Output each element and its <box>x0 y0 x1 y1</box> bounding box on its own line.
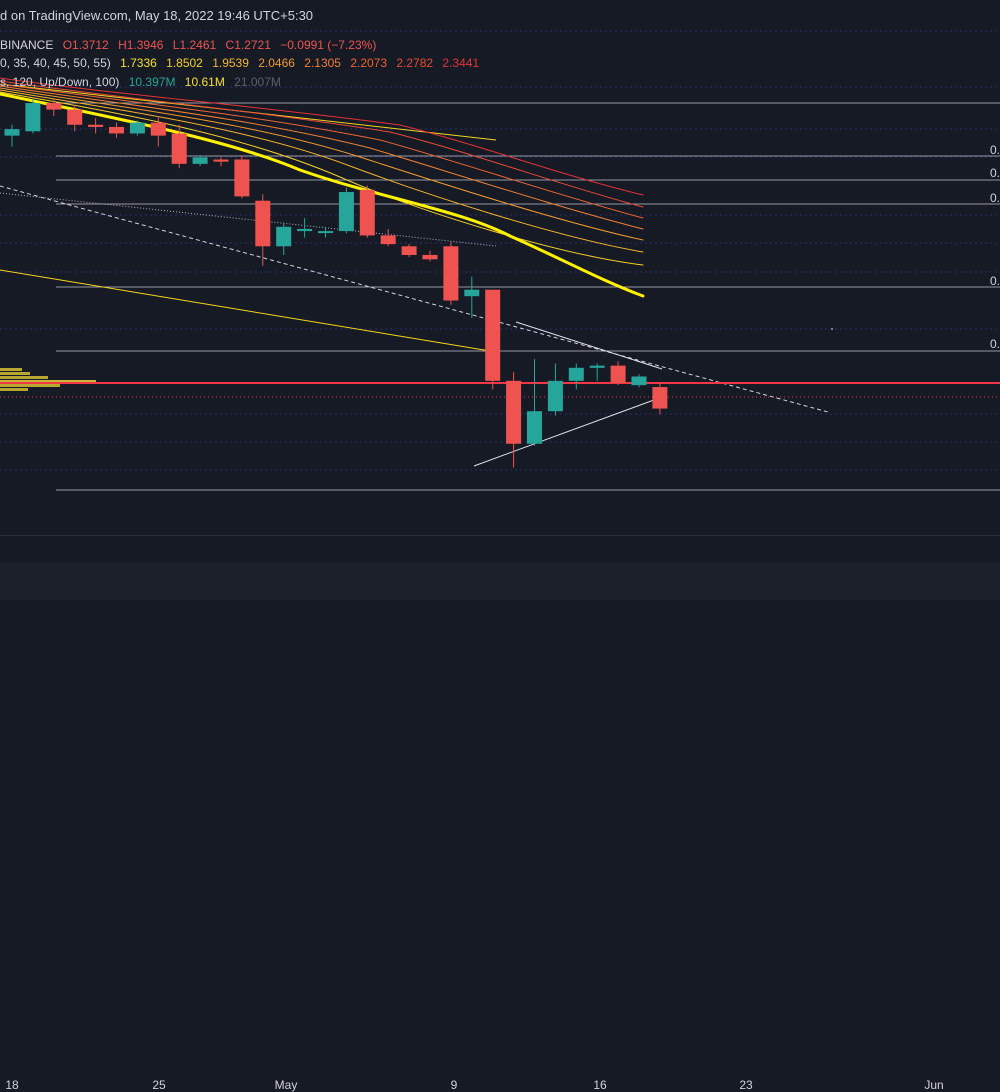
right-price-label: 0. <box>989 191 1000 205</box>
time-tick: May <box>274 1078 298 1092</box>
ema-value-7: 2.2782 <box>396 56 434 70</box>
volume-total: 21.007M <box>234 75 281 89</box>
stray-dot <box>831 328 833 330</box>
candle-up[interactable] <box>589 365 605 368</box>
ema-value-6: 2.2073 <box>350 56 388 70</box>
candle-down[interactable] <box>46 103 62 110</box>
right-price-label: 0. <box>989 274 1000 288</box>
right-price-label: 0. <box>989 166 1000 180</box>
volume-profile <box>0 368 96 391</box>
ema-2 <box>0 91 644 266</box>
ema-7 <box>0 80 644 208</box>
time-tick: 16 <box>593 1078 607 1092</box>
time-tick: 25 <box>152 1078 166 1092</box>
candle-down[interactable] <box>255 200 271 247</box>
candle-up[interactable] <box>527 411 542 444</box>
ema-8 <box>0 77 644 196</box>
dotted-trendline <box>0 192 497 247</box>
ema-legend[interactable]: 0, 35, 40, 45, 50, 55) 1.7336 1.8502 1.9… <box>0 56 485 70</box>
candle-up[interactable] <box>276 226 292 247</box>
ohlc-open: O1.3712 <box>62 38 109 52</box>
candle-down[interactable] <box>380 235 396 245</box>
candle-down[interactable] <box>234 159 250 197</box>
time-tick: 23 <box>739 1078 753 1092</box>
candle-down[interactable] <box>109 126 124 134</box>
triangle-upper-line <box>515 321 663 370</box>
chart-area[interactable]: d on TradingView.com, May 18, 2022 19:46… <box>0 0 1000 535</box>
ohlc-high: H1.3946 <box>118 38 164 52</box>
triangle-lower-line <box>473 396 663 467</box>
candle-down[interactable] <box>150 122 166 136</box>
time-tick: 9 <box>450 1078 458 1092</box>
time-tick: Jun <box>924 1078 944 1092</box>
candle-down[interactable] <box>443 246 459 301</box>
right-price-label: 0. <box>989 143 1000 157</box>
time-tick: 18 <box>5 1078 19 1092</box>
ema-value-5: 2.1305 <box>304 56 341 70</box>
candle-up[interactable] <box>631 376 647 386</box>
grid-lines <box>0 30 1000 471</box>
candle-down[interactable] <box>171 133 187 164</box>
candle-down[interactable] <box>422 254 438 260</box>
candle-up[interactable] <box>129 122 145 134</box>
volume-up: 10.397M <box>128 75 176 89</box>
symbol-label: BINANCE <box>0 38 54 52</box>
candle-down[interactable] <box>652 387 668 409</box>
candle-down[interactable] <box>213 159 229 162</box>
ema-5 <box>0 85 644 230</box>
candlesticks[interactable] <box>4 98 668 468</box>
ema-main <box>0 92 645 298</box>
candle-up[interactable] <box>547 380 563 412</box>
ema-value-3: 1.9539 <box>212 56 249 70</box>
ema-value-2: 1.8502 <box>166 56 203 70</box>
ema-value-1: 1.7336 <box>120 56 157 70</box>
candle-down[interactable] <box>359 189 375 236</box>
candle-down[interactable] <box>506 380 522 444</box>
candle-up[interactable] <box>568 367 584 381</box>
ema-ribbon[interactable] <box>0 77 645 298</box>
candle-up[interactable] <box>25 103 41 132</box>
ema-value-8: 2.3441 <box>442 56 480 70</box>
right-price-label: 0. <box>989 337 1000 351</box>
candle-down[interactable] <box>88 124 104 127</box>
time-axis[interactable]: 18 25 May 9 16 23 Jun <box>0 535 1000 1092</box>
trendlines[interactable] <box>0 83 829 467</box>
dashed-trendline <box>0 185 829 413</box>
candle-up[interactable] <box>4 129 20 136</box>
ema-params: 0, 35, 40, 45, 50, 55) <box>0 56 111 70</box>
candle-up[interactable] <box>318 231 333 234</box>
candle-up[interactable] <box>338 192 354 232</box>
ema-6 <box>0 83 644 219</box>
ohlc-low: L1.2461 <box>172 38 217 52</box>
ema-4 <box>0 87 644 241</box>
candle-up[interactable] <box>192 157 208 164</box>
candle-down[interactable] <box>67 109 83 125</box>
ema-3 <box>0 89 644 253</box>
horizontal-levels[interactable] <box>56 102 1000 491</box>
volume-params: s, 120, Up/Down, 100) <box>0 75 120 89</box>
yellow-trendline-lower <box>0 269 491 352</box>
candle-down[interactable] <box>485 289 501 381</box>
volume-down: 10.61M <box>184 75 225 89</box>
ohlc-close: C1.2721 <box>225 38 271 52</box>
ohlc-legend[interactable]: BINANCE O1.3712 H1.3946 L1.2461 C1.2721 … <box>0 38 382 52</box>
ema-value-4: 2.0466 <box>258 56 295 70</box>
candle-down[interactable] <box>610 365 626 383</box>
candle-up[interactable] <box>297 228 313 232</box>
price-chart[interactable] <box>0 0 1000 535</box>
bottom-toolbar <box>0 563 1000 600</box>
candle-up[interactable] <box>464 289 480 297</box>
ohlc-change: −0.0991 (−7.23%) <box>280 38 377 52</box>
published-header: d on TradingView.com, May 18, 2022 19:46… <box>0 8 314 23</box>
volume-legend[interactable]: s, 120, Up/Down, 100) 10.397M 10.61M 21.… <box>0 75 287 89</box>
candle-down[interactable] <box>401 246 417 255</box>
